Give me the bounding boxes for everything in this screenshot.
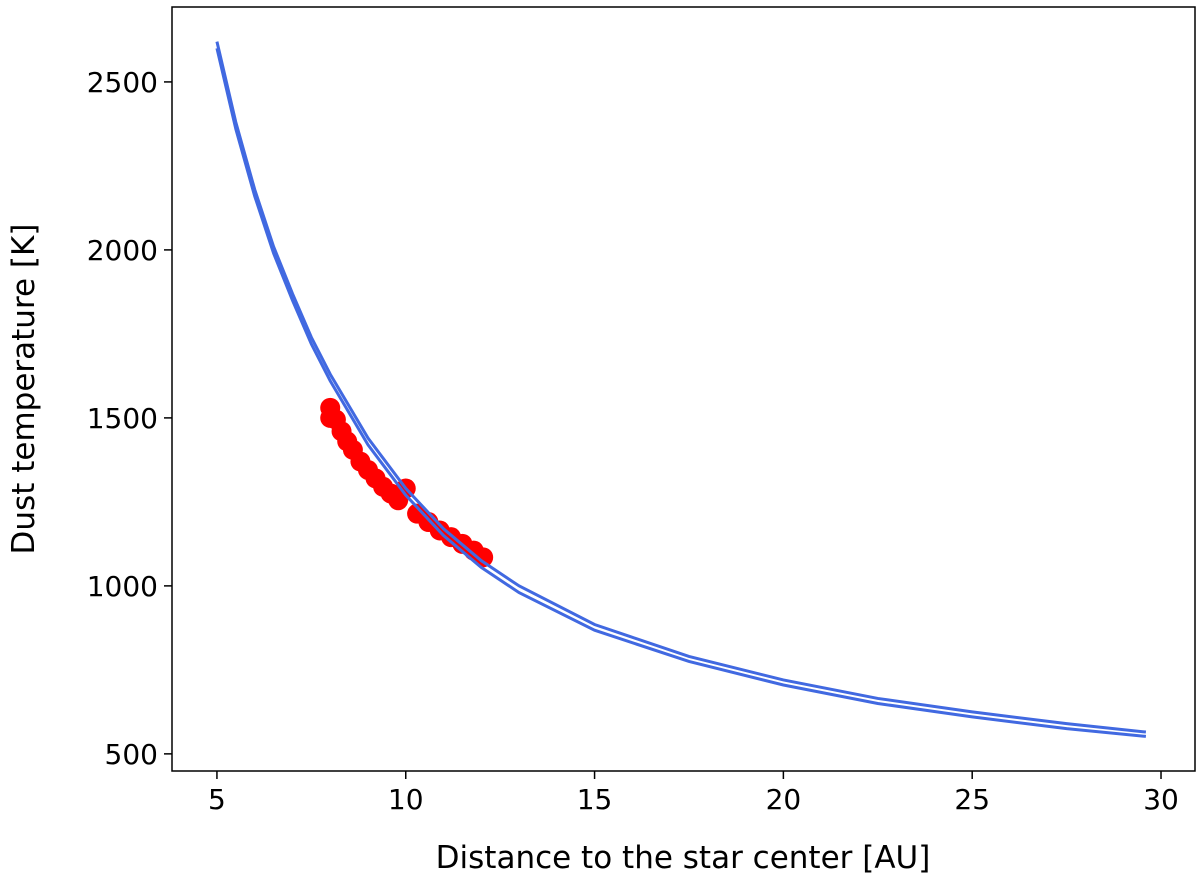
plot-area <box>215 41 1147 738</box>
y-tick-label: 1000 <box>87 570 158 603</box>
x-tick-label: 10 <box>388 783 424 816</box>
y-tick-label: 2500 <box>87 66 158 99</box>
y-tick-label: 1500 <box>87 402 158 435</box>
x-tick-label: 5 <box>208 783 226 816</box>
x-tick-label: 20 <box>766 783 802 816</box>
y-tick-label: 2000 <box>87 234 158 267</box>
curve <box>215 47 1147 738</box>
data-point <box>473 547 494 568</box>
x-tick-label: 25 <box>954 783 990 816</box>
y-tick-label: 500 <box>105 738 158 771</box>
plot-frame <box>171 6 1196 772</box>
x-tick-label: 30 <box>1143 783 1179 816</box>
x-axis-label: Distance to the star center [AU] <box>436 840 931 876</box>
y-axis-label: Dust temperature [K] <box>6 224 42 555</box>
curve <box>215 41 1147 734</box>
x-tick-label: 15 <box>577 783 613 816</box>
